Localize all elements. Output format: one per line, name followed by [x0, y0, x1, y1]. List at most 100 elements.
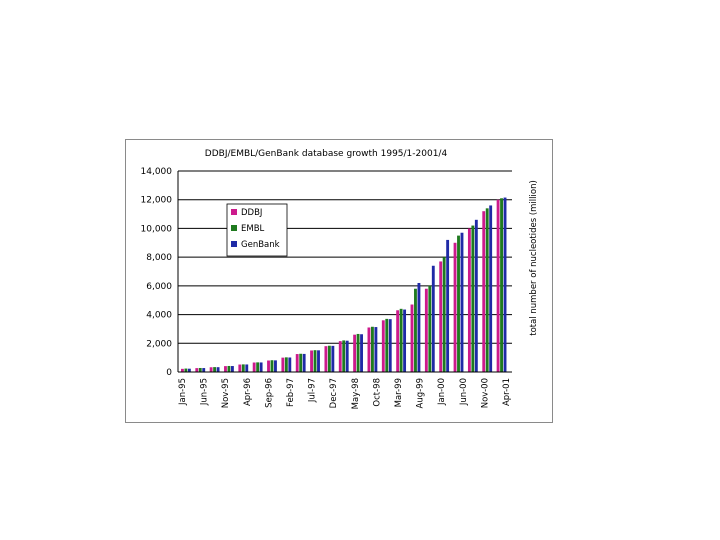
- legend-swatch-embl: [231, 225, 237, 231]
- x-tick-label: Mar-99: [394, 378, 404, 407]
- y-tick-label: 6,000: [146, 282, 172, 292]
- legend-label-genbank: GenBank: [241, 240, 280, 250]
- bar-embl-22: [500, 198, 503, 372]
- bar-ddbj-21: [482, 211, 486, 372]
- bar-genbank-10: [331, 345, 335, 372]
- x-tick-label: Aug-99: [416, 378, 426, 408]
- x-tick-label: Oct-98: [372, 378, 382, 407]
- bar-ddbj-3: [224, 366, 227, 372]
- bars: [181, 197, 507, 372]
- bar-embl-19: [457, 235, 460, 372]
- bar-genbank-17: [431, 265, 435, 372]
- x-tick-label: Dec-97: [329, 378, 339, 408]
- x-tick-label: Jan-95: [178, 378, 188, 406]
- bar-embl-8: [299, 353, 303, 372]
- bar-genbank-5: [259, 362, 263, 372]
- bar-genbank-6: [274, 360, 277, 372]
- bar-ddbj-16: [410, 304, 414, 372]
- bar-genbank-9: [317, 350, 320, 372]
- bar-embl-14: [385, 318, 389, 372]
- x-tick-label: Nov-95: [221, 378, 231, 408]
- legend-swatch-genbank: [231, 241, 237, 247]
- bar-embl-2: [213, 367, 217, 372]
- bar-embl-7: [284, 357, 288, 372]
- bar-genbank-22: [503, 197, 507, 372]
- bar-ddbj-2: [209, 367, 213, 372]
- y-tick-label: 12,000: [141, 196, 173, 206]
- bar-genbank-4: [245, 364, 249, 372]
- bar-genbank-3: [230, 366, 234, 372]
- bar-embl-10: [327, 345, 331, 372]
- growth-chart: DDBJ/EMBL/GenBank database growth 1995/1…: [141, 149, 540, 409]
- x-tick-label: Apr-96: [243, 378, 253, 406]
- bar-embl-1: [198, 367, 202, 372]
- bar-ddbj-4: [238, 364, 242, 372]
- y-axis-label: total number of nucleotides (million): [529, 180, 539, 336]
- bar-embl-12: [356, 333, 360, 372]
- legend-label-ddbj: DDBJ: [241, 208, 262, 218]
- bar-ddbj-10: [324, 346, 328, 372]
- x-tick-label: Sep-96: [264, 378, 274, 408]
- bar-genbank-1: [202, 368, 206, 372]
- bar-embl-17: [428, 285, 432, 372]
- bar-ddbj-7: [281, 357, 285, 372]
- bar-genbank-11: [345, 340, 349, 372]
- bar-ddbj-11: [338, 341, 342, 372]
- bar-ddbj-0: [181, 368, 184, 372]
- x-tick-label: Apr-01: [502, 378, 512, 406]
- bar-ddbj-1: [195, 368, 199, 372]
- bar-embl-15: [399, 308, 403, 372]
- chart-frame: DDBJ/EMBL/GenBank database growth 1995/1…: [125, 139, 553, 423]
- y-tick-label: 8,000: [146, 253, 172, 263]
- legend-label-embl: EMBL: [241, 224, 265, 234]
- bar-genbank-12: [360, 334, 363, 372]
- x-tick-label: Nov-00: [480, 378, 490, 408]
- bar-embl-4: [241, 364, 245, 372]
- x-tick-label: Jun-95: [200, 378, 210, 406]
- bar-ddbj-6: [267, 360, 270, 372]
- bar-ddbj-8: [295, 354, 299, 372]
- bar-genbank-16: [417, 282, 421, 372]
- bar-genbank-13: [374, 327, 378, 372]
- legend: DDBJ EMBL GenBank: [226, 203, 288, 257]
- bar-genbank-0: [187, 368, 191, 372]
- bar-embl-18: [442, 257, 446, 372]
- axes: 0 2,000 4,000 6,000 8,000 10,000 12,000 14,000 J…: [141, 167, 512, 409]
- bar-embl-3: [227, 365, 231, 372]
- bar-genbank-21: [489, 205, 493, 372]
- x-tick-label: May-98: [351, 378, 361, 409]
- bar-ddbj-9: [310, 350, 313, 372]
- bar-embl-6: [270, 360, 274, 372]
- bar-ddbj-17: [424, 288, 428, 372]
- chart-title: DDBJ/EMBL/GenBank database growth 1995/1…: [205, 149, 448, 159]
- bar-genbank-2: [216, 367, 220, 372]
- bar-embl-0: [184, 368, 188, 372]
- bar-ddbj-14: [381, 320, 385, 372]
- bar-ddbj-5: [252, 362, 256, 372]
- bar-embl-13: [370, 326, 374, 372]
- bar-genbank-20: [474, 219, 478, 372]
- x-tick-label: Jul-97: [308, 378, 318, 403]
- bar-embl-20: [471, 225, 475, 372]
- bar-ddbj-20: [467, 228, 471, 372]
- bar-genbank-14: [388, 319, 392, 372]
- bar-ddbj-22: [496, 199, 500, 372]
- bar-embl-16: [414, 288, 417, 372]
- legend-swatch-ddbj: [231, 209, 237, 215]
- bar-embl-21: [485, 208, 489, 372]
- bar-genbank-7: [288, 357, 292, 372]
- bar-embl-11: [342, 340, 346, 372]
- bar-embl-9: [313, 350, 317, 372]
- x-tick-label: Feb-97: [286, 378, 296, 407]
- bar-ddbj-12: [353, 334, 357, 372]
- bar-genbank-18: [446, 239, 450, 372]
- bar-ddbj-18: [439, 261, 443, 372]
- bar-genbank-15: [403, 309, 407, 372]
- x-tick-label: Jan-00: [437, 378, 447, 406]
- bar-ddbj-15: [396, 310, 400, 372]
- bar-genbank-8: [302, 353, 306, 372]
- y-tick-label: 14,000: [141, 167, 173, 177]
- bar-ddbj-19: [453, 242, 457, 372]
- y-tick-label: 0: [166, 368, 172, 378]
- y-tick-label: 10,000: [141, 224, 173, 234]
